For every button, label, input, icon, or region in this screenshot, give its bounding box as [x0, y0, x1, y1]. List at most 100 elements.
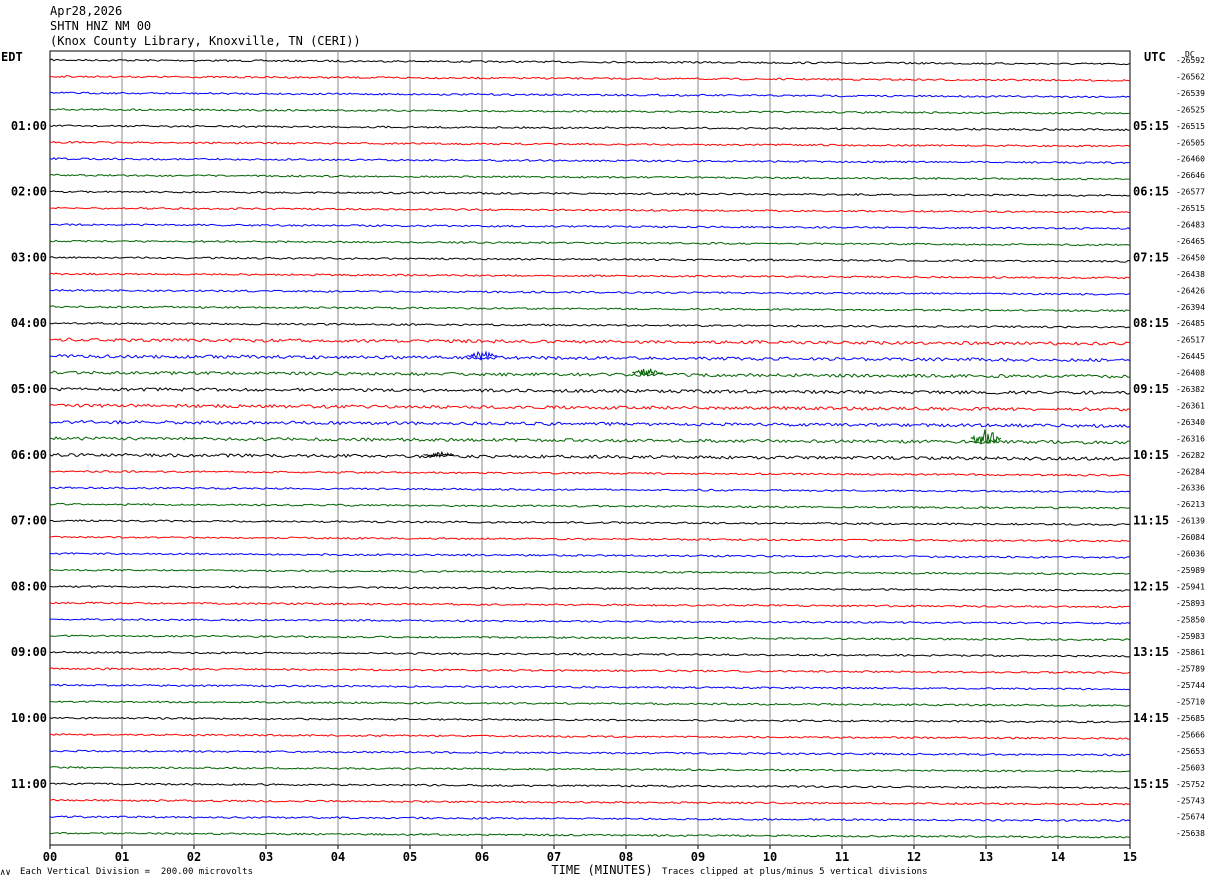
dc-header-label: DC [1185, 50, 1195, 59]
dc-offset-label: -25861 [1176, 648, 1205, 657]
dc-offset-label: -26282 [1176, 451, 1205, 460]
left-hour-label: 08:00 [11, 579, 47, 593]
dc-offset-label: -26361 [1176, 401, 1205, 410]
x-tick-label: 01 [115, 850, 129, 864]
dc-offset-label: -26515 [1176, 204, 1205, 213]
seismic-trace [49, 667, 1131, 674]
right-timezone-label: UTC [1144, 50, 1166, 64]
seismic-trace [49, 486, 1131, 493]
seismic-trace [49, 321, 1131, 329]
seismic-trace [49, 157, 1131, 165]
dc-offset-label: -26562 [1176, 72, 1205, 81]
event-burst [632, 368, 663, 377]
right-hour-label: 13:15 [1133, 645, 1169, 659]
left-hour-label: 11:00 [11, 777, 47, 791]
dc-offset-label: -25893 [1176, 599, 1205, 608]
seismic-trace [49, 470, 1131, 477]
seismic-trace [49, 91, 1131, 99]
dc-offset-label: -25983 [1176, 632, 1205, 641]
dc-offset-label: -25653 [1176, 747, 1205, 756]
seismic-trace [49, 190, 1131, 197]
seismic-trace [49, 568, 1131, 576]
x-tick-label: 05 [403, 850, 417, 864]
plot-date: Apr28,2026 [50, 4, 123, 18]
seismic-trace [49, 519, 1131, 526]
x-tick-label: 12 [907, 850, 921, 864]
dc-offset-label: -25638 [1176, 829, 1205, 838]
dc-offset-label: -26646 [1176, 171, 1205, 180]
x-tick-label: 10 [763, 850, 777, 864]
footer-mark: ∧∨ [0, 868, 11, 878]
seismic-trace [49, 650, 1131, 658]
seismic-trace [49, 436, 1131, 445]
right-hour-label: 06:15 [1133, 185, 1169, 199]
clip-note: Traces clipped at plus/minus 5 vertical … [662, 867, 928, 877]
seismic-trace [49, 370, 1131, 379]
dc-offset-label: -26445 [1176, 352, 1205, 361]
seismic-trace [49, 585, 1131, 592]
seismic-trace [49, 716, 1131, 724]
seismic-trace [50, 733, 1131, 740]
x-tick-label: 00 [43, 850, 57, 864]
dc-offset-label: -25674 [1176, 813, 1205, 822]
seismic-trace [49, 683, 1131, 691]
dc-offset-label: -26139 [1176, 517, 1205, 526]
seismic-trace [49, 552, 1131, 559]
left-hour-label: 05:00 [11, 382, 47, 396]
dc-offset-label: -26515 [1176, 122, 1205, 131]
dc-offset-label: -25789 [1176, 665, 1205, 674]
right-hour-label: 11:15 [1133, 514, 1169, 528]
x-tick-label: 02 [187, 850, 201, 864]
right-hour-label: 15:15 [1133, 777, 1169, 791]
dc-offset-label: -26450 [1176, 253, 1205, 262]
dc-offset-label: -26438 [1176, 270, 1205, 279]
dc-offset-label: -25603 [1176, 763, 1205, 772]
dc-offset-label: -25752 [1176, 780, 1205, 789]
right-hour-label: 09:15 [1133, 382, 1169, 396]
dc-offset-label: -25666 [1176, 730, 1205, 739]
seismic-trace [49, 452, 1131, 461]
dc-offset-label: -26036 [1176, 550, 1205, 559]
seismic-trace [49, 206, 1131, 214]
left-hour-label: 07:00 [11, 514, 47, 528]
x-tick-label: 09 [691, 850, 705, 864]
dc-offset-label: -26426 [1176, 286, 1205, 295]
right-hour-label: 14:15 [1133, 711, 1169, 725]
dc-offset-label: -26483 [1176, 221, 1205, 230]
seismic-trace [49, 386, 1131, 395]
seismic-trace [49, 337, 1131, 346]
seismic-trace [49, 502, 1131, 510]
event-burst [466, 350, 498, 361]
left-hour-label: 01:00 [11, 119, 47, 133]
dc-offset-label: -26213 [1176, 500, 1205, 509]
header-block: Apr28,2026 SHTN HNZ NM 00 (Knox County Lib… [50, 4, 361, 49]
dc-offset-label: -26340 [1176, 418, 1205, 427]
x-tick-label: 06 [475, 850, 489, 864]
seismic-trace [49, 831, 1131, 839]
dc-offset-label: -25989 [1176, 566, 1205, 575]
x-tick-label: 11 [835, 850, 849, 864]
dc-offset-label: -26485 [1176, 319, 1205, 328]
dc-offset-label: -25710 [1176, 698, 1205, 707]
dc-offset-label: -26525 [1176, 105, 1205, 114]
dc-offset-label: -26316 [1176, 434, 1205, 443]
dc-offset-label: -26408 [1176, 369, 1205, 378]
seismic-trace [49, 223, 1131, 230]
seismic-trace [49, 419, 1131, 428]
x-tick-label: 15 [1123, 850, 1137, 864]
seismic-trace [49, 782, 1130, 790]
seismic-trace [49, 58, 1131, 66]
seismic-trace [49, 108, 1131, 115]
seismic-trace [49, 239, 1131, 247]
dc-offset-label: -26465 [1176, 237, 1205, 246]
seismic-trace [49, 288, 1131, 296]
seismic-trace [49, 601, 1131, 609]
station-code: SHTN HNZ NM 00 [50, 19, 152, 33]
x-tick-label: 03 [259, 850, 273, 864]
seismic-trace [49, 618, 1131, 625]
left-hour-label: 04:00 [11, 316, 47, 330]
dc-offset-label: -26577 [1176, 188, 1205, 197]
seismic-trace [49, 535, 1130, 543]
dc-offset-label: -26592 [1176, 56, 1205, 65]
